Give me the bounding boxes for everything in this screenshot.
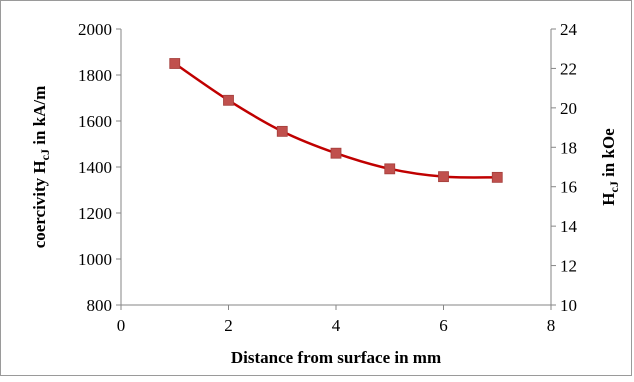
y-axis-left-title: coercivity HcJ in kA/m <box>30 86 52 249</box>
x-tick-label: 4 <box>332 316 341 335</box>
data-point-marker <box>276 125 288 137</box>
x-tick-label: 0 <box>117 316 126 335</box>
axes <box>116 28 556 310</box>
y-right-tick-label: 12 <box>560 257 577 276</box>
y-right-tick-label: 14 <box>560 217 578 236</box>
y-right-tick-label: 10 <box>560 296 577 315</box>
y-right-tick-label: 22 <box>560 59 577 78</box>
y-left-tick-label: 1800 <box>78 66 112 85</box>
data-point-marker <box>223 94 234 106</box>
x-tick-label: 6 <box>439 316 448 335</box>
series-line <box>174 62 498 179</box>
axis-labels: 0 2 4 6 880010001200140016001800200010121416… <box>30 20 621 367</box>
y-axis-right-title: HcJ in kOe <box>599 128 621 206</box>
series-layer <box>169 58 503 183</box>
y-right-tick-label: 16 <box>560 178 577 197</box>
x-axis-title: Distance from surface in mm <box>231 348 441 367</box>
y-right-tick-label: 20 <box>560 99 577 118</box>
data-point-marker <box>169 58 181 69</box>
data-point-marker <box>438 171 449 183</box>
y-left-tick-label: 1200 <box>78 204 112 223</box>
x-tick-label: 2 <box>224 316 233 335</box>
y-left-tick-label: 1600 <box>78 112 112 131</box>
y-left-tick-label: 800 <box>87 296 113 315</box>
y-right-tick-label: 18 <box>560 138 577 157</box>
y-left-tick-label: 1400 <box>78 158 112 177</box>
data-point-marker <box>384 163 396 175</box>
data-point-marker <box>491 171 503 183</box>
data-point-marker <box>330 147 342 159</box>
y-left-tick-label: 2000 <box>78 20 112 39</box>
y-left-tick-label: 1000 <box>78 250 112 269</box>
y-right-tick-label: 24 <box>560 20 578 39</box>
x-tick-label: 8 <box>547 316 556 335</box>
